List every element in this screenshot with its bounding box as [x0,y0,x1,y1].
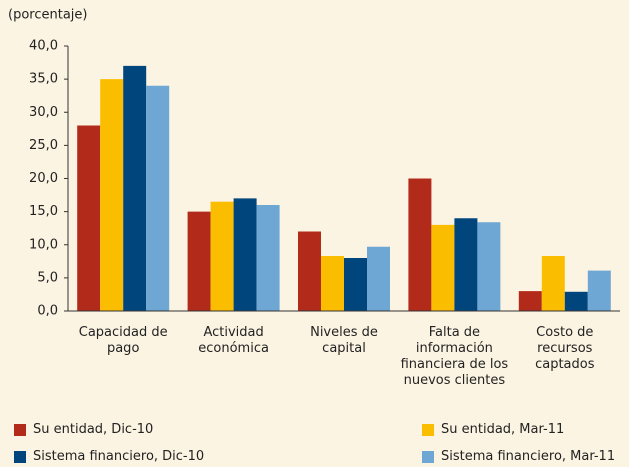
bar [321,256,344,311]
bar [298,231,321,311]
legend-swatch [14,451,26,463]
bar [408,178,432,311]
bar [587,270,611,311]
x-tick-label: Actividad económica [198,325,269,356]
chart-subtitle: (porcentaje) [8,8,87,23]
y-tick-label: 25,0 [29,138,58,153]
y-tick-label: 15,0 [29,204,58,219]
legend-label: Su entidad, Mar-11 [441,422,565,437]
bar [100,79,124,311]
legend-label: Su entidad, Dic-10 [33,422,154,437]
bar [77,125,101,311]
legend-label: Sistema financiero, Dic-10 [33,449,205,464]
bar [210,201,234,311]
y-tick-label: 5,0 [37,270,58,285]
legend-label: Sistema financiero, Mar-11 [441,449,616,464]
legend-swatch [422,451,434,463]
y-tick-label: 40,0 [29,39,58,54]
bar [431,224,455,311]
y-tick-label: 20,0 [29,171,58,186]
x-tick-label: Falta de información financiera de los n… [400,325,509,388]
y-tick-label: 30,0 [29,105,58,120]
bar [256,205,280,311]
bar [541,256,565,311]
bar [146,85,170,311]
bar [477,222,501,311]
bar [344,258,367,311]
y-tick-label: 10,0 [29,237,58,252]
legend-swatch [14,424,26,436]
bar [518,291,542,311]
y-tick-label: 0,0 [37,304,58,319]
bar [564,291,588,311]
y-tick-label: 35,0 [29,72,58,87]
bar [454,218,478,311]
bar [233,198,257,311]
bar [187,211,211,311]
legend-swatch [422,424,434,436]
x-tick-label: Capacidad de pago [78,325,168,356]
x-tick-label: Costo de recursos captados [535,325,595,372]
x-tick-label: Niveles de capital [310,325,378,356]
bar [123,65,147,311]
bar [367,246,390,311]
